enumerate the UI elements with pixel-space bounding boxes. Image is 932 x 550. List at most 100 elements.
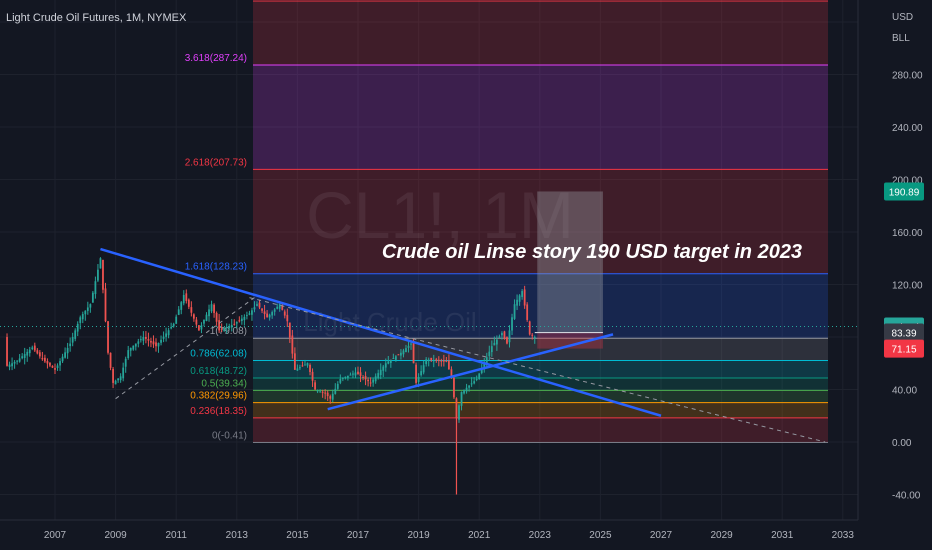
candle-body bbox=[102, 259, 104, 290]
candle-body bbox=[46, 361, 49, 364]
candle-body bbox=[233, 323, 236, 325]
candle-body bbox=[74, 330, 77, 339]
price-label-box bbox=[884, 182, 924, 201]
candle-body bbox=[112, 368, 114, 383]
candle-body bbox=[402, 350, 405, 355]
fib-level-label: 0.236(18.35) bbox=[190, 406, 247, 417]
candle-body bbox=[278, 304, 281, 309]
candle-body bbox=[223, 328, 226, 331]
candle-body bbox=[321, 391, 324, 393]
candle-body bbox=[410, 343, 412, 345]
candle-body bbox=[208, 309, 210, 317]
price-label: 190.89 bbox=[889, 187, 920, 198]
candle-body bbox=[412, 342, 415, 364]
candle-body bbox=[301, 365, 304, 367]
y-tick-label: 200.00 bbox=[892, 176, 923, 187]
candle-body bbox=[470, 383, 473, 385]
candle-body bbox=[498, 336, 501, 338]
candle-body bbox=[145, 337, 147, 339]
candle-body bbox=[357, 371, 359, 375]
candle-body bbox=[160, 339, 162, 343]
candle-body bbox=[352, 373, 354, 375]
candle-body bbox=[243, 316, 246, 321]
y-tick-label: 240.00 bbox=[892, 123, 923, 134]
candle-body bbox=[422, 365, 425, 373]
price-label: 71.15 bbox=[891, 345, 916, 356]
x-tick-label: 2015 bbox=[286, 530, 309, 541]
candle-body bbox=[415, 364, 417, 383]
candle-body bbox=[49, 362, 51, 366]
candle-body bbox=[225, 327, 228, 329]
candle-body bbox=[84, 310, 87, 315]
candle-body bbox=[283, 311, 286, 316]
candle-body bbox=[485, 357, 488, 364]
candle-body bbox=[450, 369, 453, 377]
candle-body bbox=[190, 307, 193, 313]
y-tick-label: 280.00 bbox=[892, 71, 923, 82]
candle-body bbox=[119, 376, 122, 381]
candle-body bbox=[122, 367, 125, 379]
candle-body bbox=[23, 354, 26, 359]
currency-label: USD bbox=[892, 12, 913, 23]
candle-body bbox=[389, 359, 392, 363]
candle-body bbox=[511, 317, 513, 331]
x-tick-label: 2017 bbox=[347, 530, 370, 541]
candle-body bbox=[326, 392, 329, 397]
candle-body bbox=[94, 281, 97, 295]
candle-body bbox=[127, 350, 130, 359]
fib-level-label: 0(-0.41) bbox=[212, 431, 247, 442]
unit-label: BLL bbox=[892, 33, 910, 44]
candle-body bbox=[203, 319, 205, 324]
candle-body bbox=[354, 372, 357, 376]
candle-body bbox=[299, 367, 301, 369]
y-tick-label: 0.00 bbox=[892, 438, 912, 449]
x-tick-label: 2033 bbox=[832, 530, 855, 541]
fib-level-label: 1(79.08) bbox=[210, 326, 247, 337]
candle-body bbox=[271, 312, 274, 316]
candle-body bbox=[430, 357, 433, 360]
candle-body bbox=[268, 314, 271, 318]
candle-body bbox=[36, 350, 39, 354]
candle-body bbox=[124, 358, 127, 367]
candle-body bbox=[506, 337, 508, 344]
candle-body bbox=[329, 396, 332, 399]
candle-body bbox=[71, 337, 74, 343]
candle-body bbox=[387, 361, 390, 364]
candle-body bbox=[139, 339, 142, 341]
fib-band bbox=[253, 64, 828, 170]
candle-body bbox=[405, 348, 407, 353]
y-tick-label: 120.00 bbox=[892, 281, 923, 292]
candle-body bbox=[69, 343, 72, 347]
fib-level-label: 3.618(287.24) bbox=[185, 53, 247, 64]
candle-body bbox=[175, 316, 178, 324]
fib-band bbox=[253, 273, 828, 339]
candle-body bbox=[392, 358, 395, 359]
candle-body bbox=[468, 385, 470, 388]
candle-body bbox=[114, 380, 117, 385]
candle-body bbox=[473, 381, 476, 384]
candle-body bbox=[437, 359, 440, 361]
candle-body bbox=[238, 320, 241, 322]
candle-body bbox=[170, 327, 173, 329]
candle-body bbox=[256, 304, 258, 306]
candle-body bbox=[319, 391, 322, 393]
candle-body bbox=[440, 360, 443, 362]
candle-body bbox=[31, 347, 34, 350]
candle-body bbox=[458, 405, 460, 420]
candle-body bbox=[11, 363, 13, 367]
candle-body bbox=[349, 374, 352, 376]
candle-body bbox=[483, 362, 486, 367]
candle-body bbox=[210, 304, 213, 312]
candle-body bbox=[281, 306, 284, 310]
candle-body bbox=[187, 299, 190, 307]
candle-body bbox=[306, 363, 309, 366]
candle-body bbox=[251, 310, 253, 315]
candle-body bbox=[246, 315, 248, 317]
candle-body bbox=[104, 288, 107, 322]
candle-body bbox=[56, 365, 59, 369]
fib-band bbox=[253, 338, 828, 361]
candle-body bbox=[374, 376, 377, 382]
x-tick-label: 2011 bbox=[165, 530, 187, 541]
